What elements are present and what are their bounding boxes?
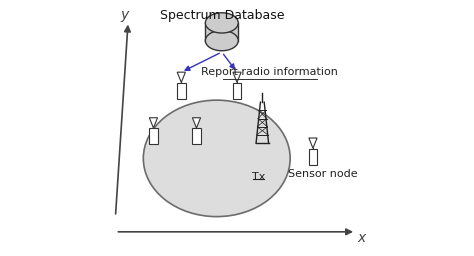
Ellipse shape [205, 13, 238, 33]
Ellipse shape [205, 30, 238, 51]
Polygon shape [233, 72, 241, 82]
Text: x: x [357, 231, 365, 245]
Polygon shape [309, 138, 317, 148]
Bar [309, 149, 317, 165]
Ellipse shape [143, 100, 290, 217]
Bar [233, 83, 241, 99]
Text: y: y [120, 8, 128, 22]
Bar [149, 129, 158, 144]
Polygon shape [177, 72, 185, 82]
Text: Sensor node: Sensor node [288, 168, 358, 178]
Polygon shape [149, 118, 157, 128]
Bar [177, 83, 186, 99]
Polygon shape [192, 118, 201, 128]
Text: Report radio information: Report radio information [201, 67, 338, 77]
Bar [192, 129, 201, 144]
Text: Tx: Tx [252, 172, 265, 182]
Text: Spectrum Database: Spectrum Database [160, 9, 284, 22]
Bar [205, 23, 238, 41]
